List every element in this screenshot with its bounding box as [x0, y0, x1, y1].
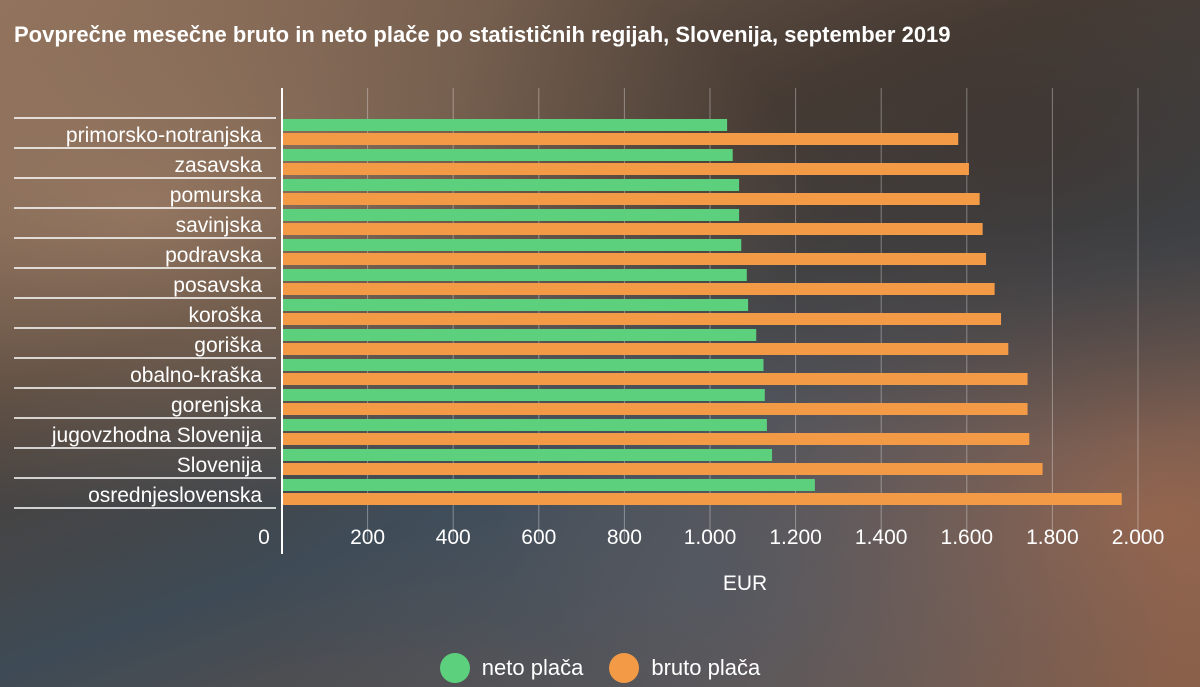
bar-bruto [282, 433, 1030, 445]
x-tick-label: 0 [258, 526, 270, 549]
bar-neto [282, 449, 773, 461]
bar-neto [282, 359, 764, 371]
x-tick-label: 1.800 [1026, 526, 1079, 549]
category-label: primorsko-notranjska [66, 124, 262, 147]
bar-neto [282, 299, 749, 311]
category-label: Slovenija [177, 454, 263, 477]
bar-bruto [282, 463, 1043, 475]
x-tick-label: 400 [436, 526, 471, 549]
bar-bruto [282, 133, 959, 145]
chart-title: Povprečne mesečne bruto in neto plače po… [14, 22, 951, 47]
category-label: podravska [165, 244, 262, 267]
x-tick-label: 1.200 [769, 526, 822, 549]
x-tick-label: 600 [521, 526, 556, 549]
bar-bruto [282, 283, 995, 295]
category-label: posavska [173, 274, 262, 297]
legend-label-bruto: bruto plača [651, 655, 761, 680]
x-tick-label: 1.600 [941, 526, 994, 549]
category-label: pomurska [170, 184, 263, 207]
bar-bruto [282, 253, 987, 265]
bar-neto [282, 209, 740, 221]
category-label: jugovzhodna Slovenija [51, 424, 262, 447]
category-label: obalno-kraška [130, 364, 262, 387]
bar-bruto [282, 493, 1122, 505]
bar-neto [282, 179, 740, 191]
bar-neto [282, 419, 767, 431]
x-tick-label: 200 [350, 526, 385, 549]
bar-neto [282, 119, 728, 131]
x-tick-label: 2.000 [1112, 526, 1165, 549]
bar-neto [282, 239, 742, 251]
category-label: osrednjeslovenska [88, 484, 262, 507]
legend-swatch-neto [439, 653, 470, 683]
bar-bruto [282, 313, 1002, 325]
x-tick-label: 1.400 [855, 526, 908, 549]
x-tick-label: 800 [607, 526, 642, 549]
bar-bruto [282, 223, 983, 235]
bar-bruto [282, 403, 1028, 415]
category-label: goriška [194, 334, 262, 357]
bar-neto [282, 389, 765, 401]
legend-swatch-bruto [609, 653, 640, 683]
bar-neto [282, 269, 747, 281]
bar-bruto [282, 373, 1028, 385]
category-label: gorenjska [171, 394, 262, 417]
legend-label-neto: neto plača [481, 655, 584, 680]
category-label: zasavska [174, 154, 262, 177]
bar-neto [282, 149, 733, 161]
legend-item-neto: neto plača [439, 653, 584, 683]
category-label: koroška [188, 304, 262, 327]
bar-bruto [282, 163, 969, 175]
legend: neto plača bruto plača [0, 650, 1200, 686]
x-tick-label: 1.000 [684, 526, 737, 549]
bar-bruto [282, 343, 1009, 355]
x-axis-title: EUR [723, 572, 767, 595]
category-label: savinjska [176, 214, 263, 237]
bar-bruto [282, 193, 980, 205]
bar-neto [282, 329, 757, 341]
bar-neto [282, 479, 815, 491]
legend-item-bruto: bruto plača [609, 653, 760, 683]
